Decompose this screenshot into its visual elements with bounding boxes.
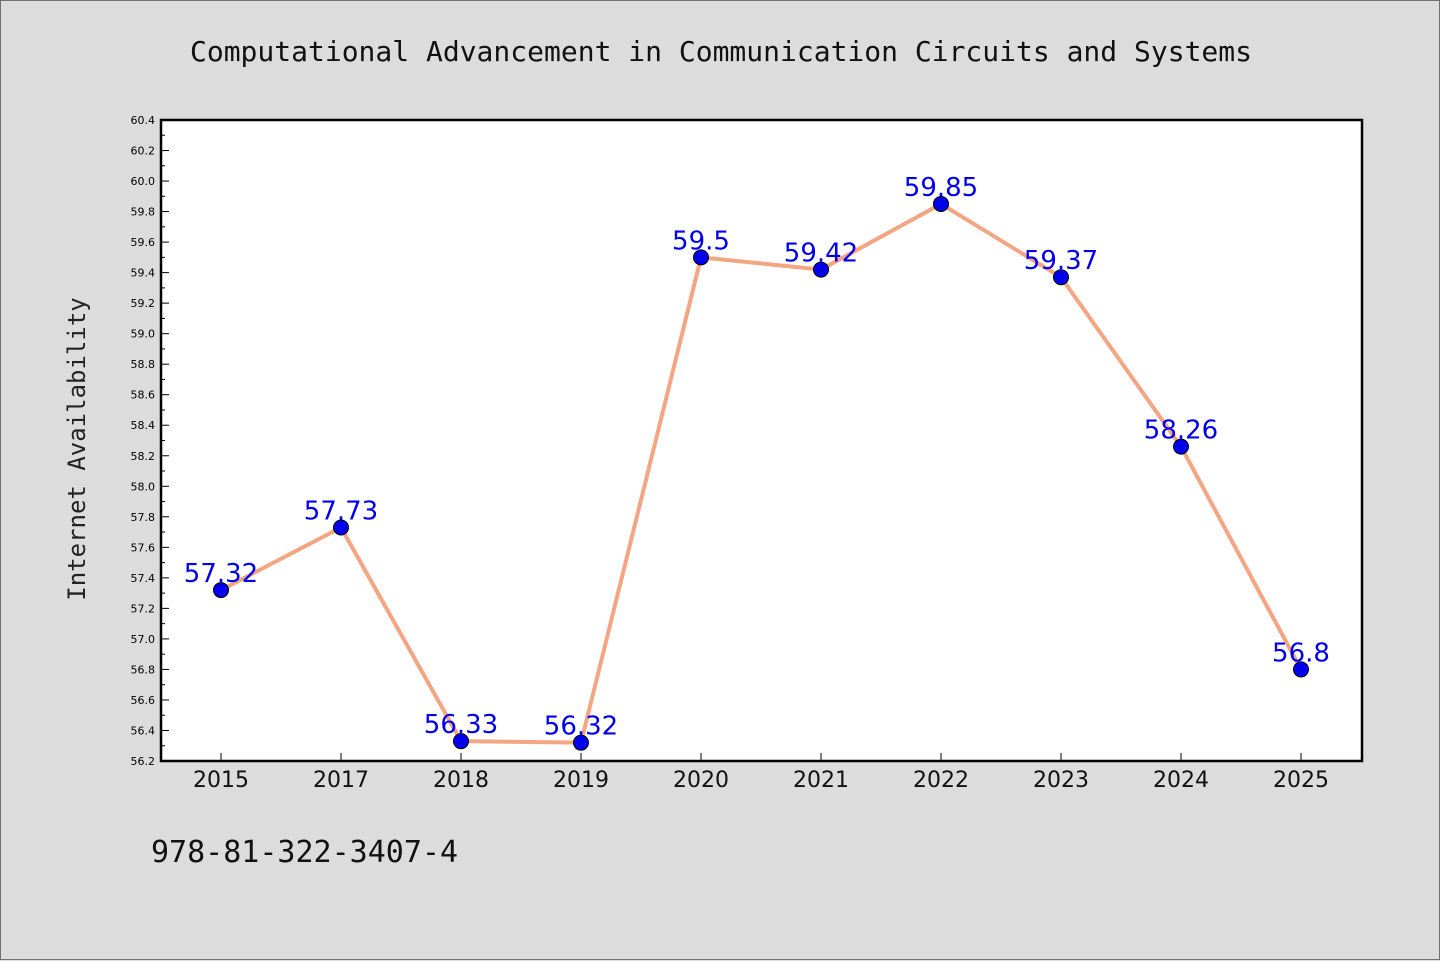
data-point xyxy=(693,249,709,266)
x-tick-label: 2024 xyxy=(1153,768,1209,793)
data-label: 59.42 xyxy=(784,239,858,269)
data-point xyxy=(1293,661,1309,678)
y-tick-label: 56.6 xyxy=(131,694,156,707)
data-points xyxy=(213,195,1309,751)
data-label: 59.37 xyxy=(1024,246,1098,276)
chart-title: Computational Advancement in Communicati… xyxy=(189,35,1253,68)
x-tick-label: 2021 xyxy=(793,768,849,793)
x-tick-label: 2017 xyxy=(313,768,369,793)
x-tick-label: 2018 xyxy=(433,768,489,793)
y-tick-label: 60.0 xyxy=(131,175,156,188)
data-label: 57.32 xyxy=(184,559,258,589)
x-tick-label: 2015 xyxy=(193,768,249,793)
x-tick-label: 2019 xyxy=(553,768,609,793)
y-tick-label: 58.4 xyxy=(131,419,156,432)
x-tick-label: 2022 xyxy=(913,768,969,793)
x-tick-label: 2020 xyxy=(673,768,729,793)
y-tick-label: 56.8 xyxy=(131,663,156,676)
data-label: 56.32 xyxy=(544,712,618,742)
y-tick-label: 58.6 xyxy=(131,389,156,402)
isbn-code: 978-81-322-3407-4 xyxy=(151,835,459,870)
data-label: 59.5 xyxy=(672,226,730,256)
y-tick-label: 57.6 xyxy=(131,541,156,554)
y-tick-label: 57.4 xyxy=(131,572,156,585)
x-axis: 2015 2017 2018 2019 2020 2021 2022 2023 2024 2025 xyxy=(193,753,1329,793)
data-point xyxy=(453,733,469,750)
data-point xyxy=(213,582,229,599)
y-tick-label: 59.4 xyxy=(131,267,156,280)
y-tick-label: 59.2 xyxy=(131,297,156,310)
data-label: 57.73 xyxy=(304,496,378,526)
y-tick-label: 60.4 xyxy=(131,114,156,127)
y-tick-label: 60.2 xyxy=(131,145,156,158)
data-point xyxy=(1173,438,1189,455)
data-point xyxy=(813,261,829,278)
y-tick-label: 57.2 xyxy=(131,602,156,615)
y-tick-label: 58.8 xyxy=(131,358,156,371)
plot-area xyxy=(159,118,1364,763)
data-point xyxy=(933,195,949,212)
data-labels: 57.32 57.73 56.33 56.32 59.5 59.42 59.85 59.37 5… xyxy=(184,173,1330,742)
data-point xyxy=(333,519,349,536)
data-label: 58.26 xyxy=(1144,416,1218,446)
y-tick-label: 58.0 xyxy=(131,480,156,493)
series-line xyxy=(219,201,1303,745)
y-tick-label: 59.0 xyxy=(131,328,156,341)
y-tick-label: 56.4 xyxy=(131,724,156,737)
y-axis: 56.2 56.4 56.6 56.8 57.0 57.2 57.4 57.6 57.8 58.0… xyxy=(131,114,169,768)
data-label: 56.8 xyxy=(1272,638,1330,668)
y-tick-label: 57.8 xyxy=(131,511,156,524)
data-label: 56.33 xyxy=(424,710,498,740)
x-tick-label: 2023 xyxy=(1033,768,1089,793)
y-tick-label: 59.8 xyxy=(131,206,156,219)
y-tick-label: 59.6 xyxy=(131,236,156,249)
data-point xyxy=(573,734,589,751)
y-tick-label: 57.0 xyxy=(131,633,156,646)
x-tick-label: 2025 xyxy=(1273,768,1329,793)
y-tick-label: 58.2 xyxy=(131,450,156,463)
y-tick-label: 56.2 xyxy=(131,755,156,768)
data-point xyxy=(1053,269,1069,286)
data-label: 59.85 xyxy=(904,173,978,203)
